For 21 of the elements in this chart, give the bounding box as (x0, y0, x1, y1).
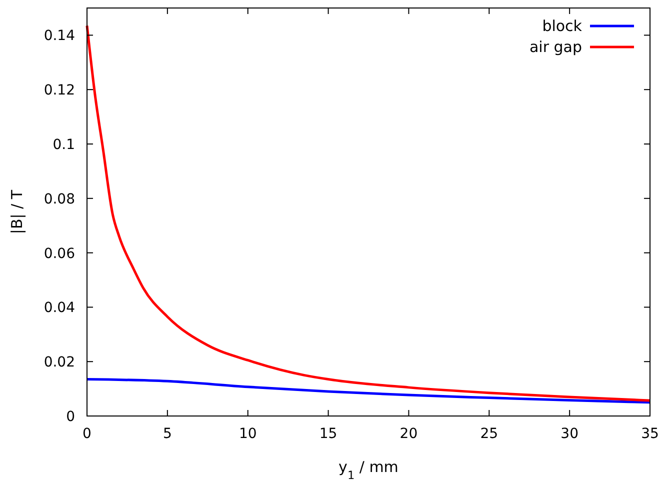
y-tick-label: 0.12 (44, 82, 75, 99)
x-tick-label: 10 (238, 426, 257, 442)
x-tick-label: 20 (400, 426, 418, 442)
y-tick-label: 0.1 (52, 137, 75, 153)
x-tick-label: 35 (641, 426, 659, 442)
y-axis-title: |B| / T (8, 189, 26, 234)
legend-label: block (542, 17, 582, 35)
y-tick-label: 0.06 (44, 246, 76, 262)
x-tick-label: 5 (162, 426, 172, 442)
y-tick-label: 0.08 (44, 191, 75, 208)
x-tick-label: 0 (82, 426, 92, 442)
y-tick-label: 0.04 (44, 300, 76, 316)
x-axis-title: y$_{1}$ / mm (338, 458, 398, 480)
legend-label: air gap (529, 38, 582, 56)
y-tick-label: 0 (66, 409, 75, 425)
x-tick-label: 15 (319, 426, 338, 442)
y-tick-label: 0.14 (44, 28, 76, 44)
x-tick-label: 30 (560, 426, 578, 442)
x-tick-label: 25 (480, 426, 498, 442)
y-tick-label: 0.02 (44, 354, 75, 371)
line-series (86, 378, 652, 404)
